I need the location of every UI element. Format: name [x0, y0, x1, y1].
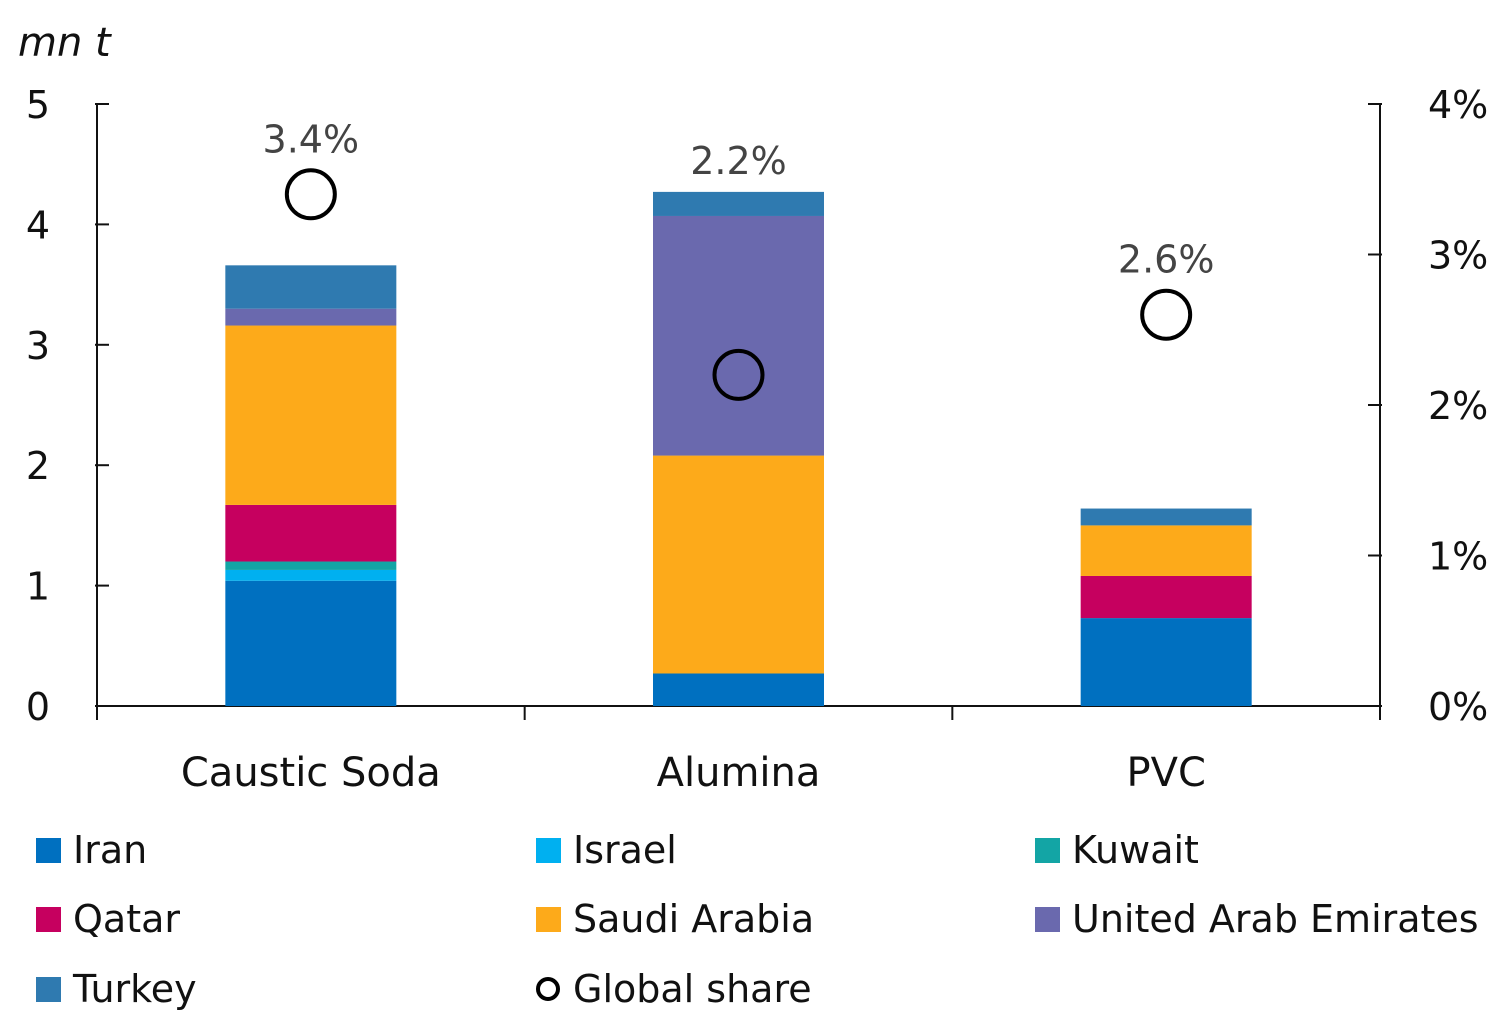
- legend-item: Kuwait: [1035, 828, 1199, 872]
- y2-tick-label: 1%: [1428, 535, 1488, 579]
- legend-label: Turkey: [72, 967, 197, 1011]
- global-share-marker: [1140, 288, 1193, 341]
- y2-tick-label: 4%: [1428, 83, 1488, 127]
- legend-item: United Arab Emirates: [1035, 897, 1479, 941]
- bar-segment-iran: [1080, 618, 1252, 706]
- legend-item: Saudi Arabia: [536, 897, 814, 941]
- axes: 0 1 2 3 4 5 0% 1% 2% 3% 4% Caustic Soda Alumina PVC: [26, 83, 1488, 796]
- legend-swatch: [1035, 907, 1060, 932]
- bar-segment-israel: [225, 569, 397, 581]
- legend-label: United Arab Emirates: [1072, 897, 1479, 941]
- legend-swatch: [536, 838, 561, 863]
- legend-label: Israel: [573, 828, 677, 872]
- legend-swatch: [1035, 838, 1060, 863]
- x-category-label: Caustic Soda: [181, 750, 441, 796]
- legend-swatch-circle: [536, 977, 560, 1001]
- legend-item: Turkey: [36, 967, 197, 1011]
- legend-item: Israel: [536, 828, 677, 872]
- bar-segment-qatar: [1080, 575, 1252, 619]
- bar-segment-turkey: [653, 191, 824, 216]
- global-share-label: 2.2%: [690, 139, 787, 183]
- legend-item: Iran: [36, 828, 147, 872]
- y-axis-label: mn t: [18, 20, 112, 66]
- bar-segment-united-arab-emirates: [225, 308, 397, 326]
- legend-label: Iran: [73, 828, 147, 872]
- legend-swatch: [36, 977, 61, 1002]
- legend-item: Qatar: [36, 897, 180, 941]
- bar-segment-saudi-arabia: [1080, 525, 1252, 576]
- bars: [225, 191, 1252, 706]
- bar-segment-kuwait: [225, 561, 397, 570]
- bar-segment-united-arab-emirates: [653, 215, 824, 456]
- y2-tick-label: 2%: [1428, 384, 1488, 428]
- bar-segment-saudi-arabia: [653, 455, 824, 674]
- y-tick-label: 4: [26, 203, 50, 247]
- legend-item: Global share: [536, 967, 812, 1011]
- y-tick-label: 5: [26, 83, 50, 127]
- global-share-label: 3.4%: [263, 117, 360, 161]
- legend-label: Saudi Arabia: [573, 897, 814, 941]
- x-category-label: Alumina: [657, 750, 821, 796]
- y-tick-label: 1: [26, 565, 50, 609]
- y2-tick-label: 3%: [1428, 234, 1488, 278]
- y-tick-label: 3: [26, 324, 50, 368]
- legend-swatch: [36, 907, 61, 932]
- global-share-marker: [712, 348, 765, 401]
- bar-segment-saudi-arabia: [225, 325, 397, 505]
- bar-segment-iran: [653, 673, 824, 706]
- y-tick-label: 2: [26, 444, 50, 488]
- y2-tick-label: 0%: [1428, 685, 1488, 729]
- x-category-label: PVC: [1126, 750, 1205, 796]
- legend-swatch: [36, 838, 61, 863]
- legend-label: Kuwait: [1072, 828, 1199, 872]
- legend-label: Global share: [573, 967, 812, 1011]
- bar-segment-iran: [225, 580, 397, 706]
- global-share-label: 2.6%: [1118, 238, 1215, 282]
- y-tick-label: 0: [26, 685, 50, 729]
- bar-segment-turkey: [1080, 508, 1252, 526]
- global-share-markers: 3.4% 2.2% 2.6%: [263, 117, 1215, 401]
- legend-label: Qatar: [73, 897, 180, 941]
- legend: Iran Israel Kuwait Qatar Saudi Arabia United …: [36, 828, 1479, 1011]
- global-share-marker: [284, 168, 337, 221]
- legend-swatch: [536, 907, 561, 932]
- bar-segment-qatar: [225, 504, 397, 562]
- bar-segment-turkey: [225, 265, 397, 309]
